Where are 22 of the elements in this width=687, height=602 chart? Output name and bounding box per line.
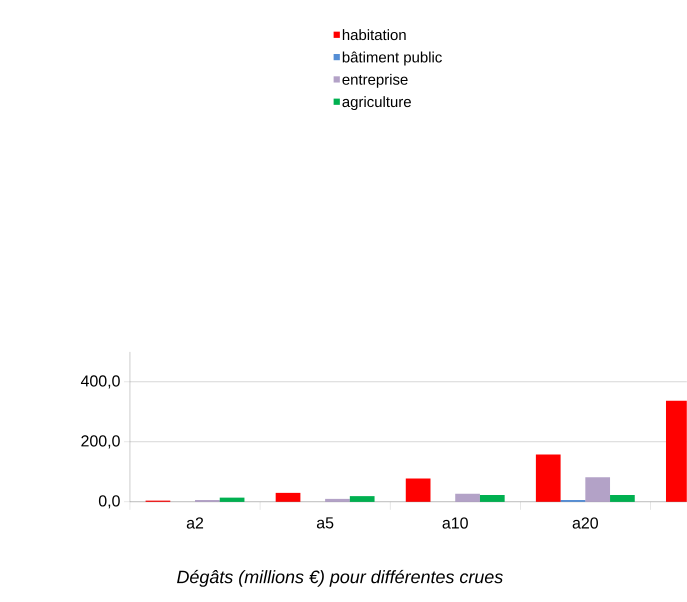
y-tick-label: 400,0 <box>80 375 120 389</box>
bar <box>585 477 610 502</box>
x-tick-label: a10 <box>442 517 468 529</box>
bar <box>325 498 350 502</box>
legend-label: entreprise <box>342 74 408 88</box>
x-tick-label: a2 <box>186 517 204 529</box>
legend-label: bâtiment public <box>342 52 442 66</box>
bar <box>480 495 505 502</box>
x-tick-label: a20 <box>572 517 598 529</box>
bar <box>610 495 635 502</box>
bar <box>536 454 561 502</box>
bar <box>350 496 375 502</box>
y-tick-label: 0,0 <box>98 495 120 509</box>
legend-label: habitation <box>342 29 406 40</box>
bar <box>406 478 430 502</box>
text: Dégâts (millions €) pour différentes crues <box>177 570 503 587</box>
bar <box>455 494 480 502</box>
x-tick-label: a5 <box>316 517 334 529</box>
y-tick-label: 200,0 <box>81 435 120 449</box>
bar <box>220 498 244 502</box>
bar <box>276 492 300 502</box>
legend-label: agriculture <box>342 96 411 110</box>
